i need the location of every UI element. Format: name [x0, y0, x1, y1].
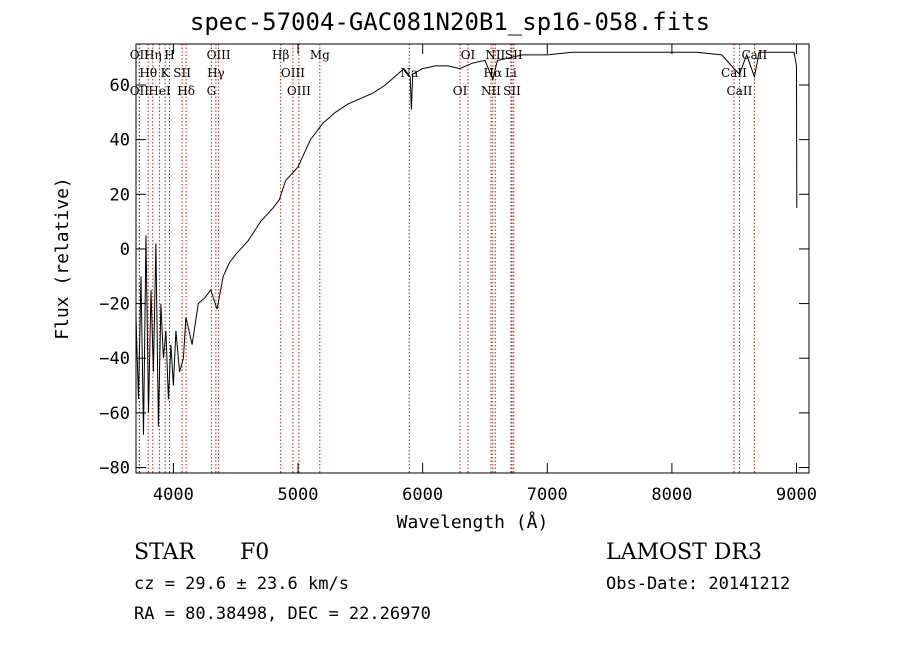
y-tick-label-7: 60: [110, 76, 130, 96]
redshift-info: cz = 29.6 ± 23.6 km/s: [134, 574, 349, 594]
line-label-2-1: OII: [130, 48, 150, 62]
line-label-18-0: OI: [461, 48, 476, 62]
y-tick-label-5: 20: [110, 185, 130, 205]
line-label-17-0: OI: [453, 84, 468, 98]
line-label-12-0: Hβ: [272, 48, 289, 62]
line-label-11-0: G: [207, 84, 217, 98]
line-label-2-0: OII: [130, 84, 150, 98]
line-label-25-0: CaII: [721, 66, 747, 80]
object-subclass: F0: [240, 540, 270, 565]
line-label-22-0: Li: [505, 66, 517, 80]
line-label-6-0: H: [164, 48, 174, 62]
line-label-15-0: Mg: [310, 48, 330, 62]
x-axis-label: Wavelength (Å): [397, 511, 549, 533]
line-label-1-0: Hθ: [139, 66, 157, 80]
y-tick-label-0: −80: [99, 459, 130, 479]
survey-name: LAMOST DR3: [606, 540, 762, 565]
line-label-19-0: Hα: [484, 66, 503, 80]
object-class: STAR: [134, 540, 195, 565]
line-label-4-0: K: [161, 66, 171, 80]
line-label-24-0: SII: [505, 48, 523, 62]
spectrum-series: [135, 51, 798, 435]
x-tick-label-4: 8000: [651, 485, 692, 505]
obs-date: Obs-Date: 20141212: [606, 574, 791, 594]
line-label-21-0: NII: [485, 48, 505, 62]
x-tick-label-5: 9000: [776, 485, 817, 505]
y-tick-label-6: 40: [110, 131, 130, 151]
line-label-27-0: CaII: [741, 48, 767, 62]
y-tick-label-3: −20: [99, 295, 130, 315]
line-label-9-0: OIII: [207, 48, 231, 62]
line-label-20-0: NII: [481, 84, 501, 98]
line-label-10-0: Hγ: [207, 66, 225, 80]
line-label-14-0: OIII: [287, 84, 311, 98]
x-tick-label-1: 5000: [278, 485, 319, 505]
line-label-13-0: OIII: [281, 66, 305, 80]
line-label-5-0: HeI: [148, 84, 171, 98]
x-tick-label-0: 4000: [153, 485, 194, 505]
line-label-3-0: Hη: [144, 48, 162, 62]
line-label-26-0: CaII: [727, 84, 753, 98]
y-tick-label-4: 0: [120, 240, 130, 260]
line-label-7-0: SII: [173, 66, 191, 80]
chart-title: spec-57004-GAC081N20B1_sp16-058.fits: [189, 8, 711, 36]
line-label-23-0: SII: [503, 84, 521, 98]
y-tick-label-2: −40: [99, 349, 130, 369]
y-tick-label-1: −60: [99, 404, 130, 424]
line-label-16-0: Na: [400, 66, 418, 80]
y-axis-label: Flux (relative): [52, 177, 73, 340]
x-tick-label-2: 6000: [402, 485, 443, 505]
plot-frame: [135, 43, 810, 474]
coordinates: RA = 80.38498, DEC = 22.26970: [134, 604, 431, 624]
line-label-8-0: Hδ: [177, 84, 195, 98]
x-tick-label-3: 7000: [527, 485, 568, 505]
